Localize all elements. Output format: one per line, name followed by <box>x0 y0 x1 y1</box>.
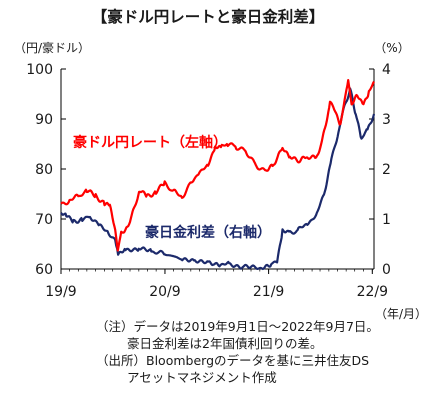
left-tick-label: 100 <box>26 62 53 78</box>
right-tick-label: 0 <box>382 262 391 278</box>
note-data-period: （注）データは2019年9月1日～2022年9月7日。 <box>96 319 379 334</box>
fx-series-line <box>60 78 375 252</box>
x-tick-label: 21/9 <box>253 284 284 300</box>
x-axis-unit: （年/月） <box>375 307 427 321</box>
right-tick-label: 1 <box>382 212 391 228</box>
left-tick-label: 60 <box>35 262 53 278</box>
fx-series-label: 豪ドル円レート（左軸） <box>73 134 227 151</box>
note-source: （出所）Bloombergのデータを基に三井住友DS <box>96 353 370 368</box>
note-source-continued: アセットマネジメント作成 <box>127 370 277 385</box>
spread-series-label: 豪日金利差（右軸） <box>145 224 271 241</box>
note-spread-definition: 豪日金利差は2年国債利回りの差。 <box>127 336 323 351</box>
right-tick-label: 4 <box>382 62 391 78</box>
left-axis-unit: （円/豪ドル） <box>14 40 90 55</box>
plot-area: 60 70 80 90 100 0 1 2 3 4 19/9 20/9 21/9 22/9 <box>26 62 391 300</box>
x-tick-label: 20/9 <box>149 284 180 300</box>
spread-series-line <box>60 87 376 271</box>
chart-title: 【豪ドル円レートと豪日金利差】 <box>92 7 325 26</box>
x-tick-label: 22/9 <box>357 284 388 300</box>
right-axis-unit: （%） <box>374 41 409 55</box>
footnotes: （注）データは2019年9月1日～2022年9月7日。 豪日金利差は2年国債利回… <box>96 318 431 386</box>
left-tick-label: 80 <box>35 162 53 178</box>
right-tick-label: 3 <box>382 112 391 128</box>
x-tick-label: 19/9 <box>45 284 76 300</box>
left-tick-label: 90 <box>35 112 53 128</box>
right-tick-label: 2 <box>382 162 391 178</box>
left-tick-label: 70 <box>35 212 53 228</box>
